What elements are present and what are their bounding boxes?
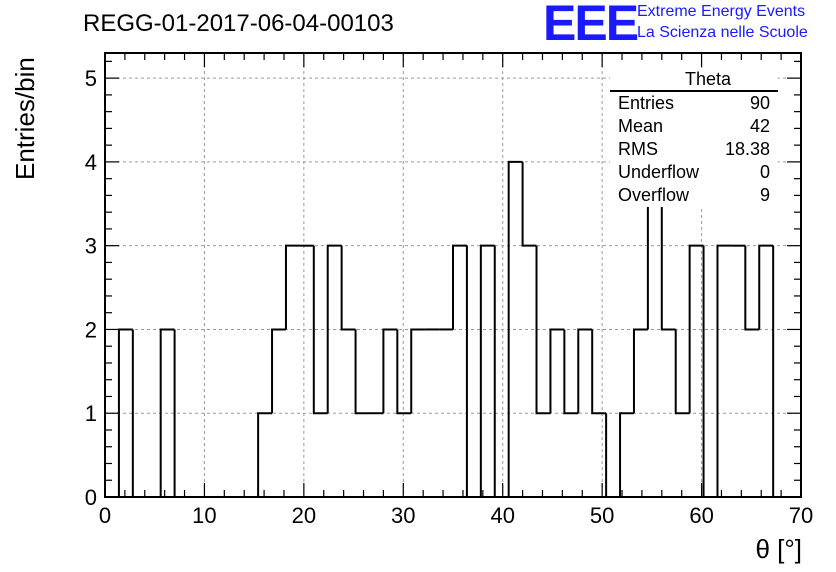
x-axis-label: θ [°] xyxy=(755,534,802,564)
histogram-bin xyxy=(772,245,788,498)
y-axis-label: Entries/bin xyxy=(10,57,40,180)
histogram-bin xyxy=(159,328,175,497)
stats-label: Overflow xyxy=(618,185,690,205)
x-tick-label: 0 xyxy=(99,503,111,528)
histogram-bin xyxy=(577,328,593,414)
histogram-bin xyxy=(173,329,189,498)
histogram-bin xyxy=(744,245,760,331)
axis-frame xyxy=(104,52,802,498)
stats-row-underflow: Underflow 0 xyxy=(610,161,778,184)
histogram-bin xyxy=(521,161,537,247)
histogram-bin xyxy=(284,244,300,330)
stats-label: Underflow xyxy=(618,162,700,182)
histogram-bin xyxy=(688,244,704,414)
histogram-bin xyxy=(605,413,621,498)
histogram-bin xyxy=(410,328,426,414)
histogram-bin xyxy=(549,328,565,414)
histogram-bin xyxy=(674,329,690,415)
tick-layer: 0 10 20 30 40 50 60 70 0 1 2 3 4 5 xyxy=(85,53,813,528)
histogram-bin xyxy=(382,328,398,414)
histogram-bin xyxy=(507,160,523,497)
stats-value: 0 xyxy=(759,162,770,182)
stats-rows: Entries 90 Mean 42 RMS 18.38 Underflow 0 Overflo… xyxy=(610,92,778,207)
y-tick-label: 5 xyxy=(85,66,97,91)
histogram-bin xyxy=(619,412,634,497)
plot-title: REGG-01-2017-06-04-00103 xyxy=(83,10,394,37)
y-tick-label: 4 xyxy=(85,150,97,175)
y-tick-label: 0 xyxy=(85,485,97,510)
histogram-bin xyxy=(758,244,774,330)
stats-value: 42 xyxy=(749,116,770,136)
stats-value: 90 xyxy=(749,93,770,113)
histogram-bin xyxy=(716,244,732,497)
y-tick-label: 2 xyxy=(85,317,97,342)
stats-label: Mean xyxy=(618,116,664,136)
histogram-bin xyxy=(340,245,356,331)
histogram-bin xyxy=(131,329,147,498)
x-tick-label: 40 xyxy=(490,503,514,528)
histogram-bin xyxy=(452,244,467,330)
x-tick-label: 70 xyxy=(789,503,813,528)
stats-row-overflow: Overflow 9 xyxy=(610,184,778,207)
histogram-bin xyxy=(493,245,509,498)
stats-value: 9 xyxy=(759,185,770,205)
x-tick-label: 50 xyxy=(590,503,614,528)
histogram-bin xyxy=(535,245,551,415)
logo-line-2: La Scienza nelle Scuole xyxy=(637,24,808,41)
x-tick-label: 10 xyxy=(192,503,216,528)
histogram-bin xyxy=(591,329,607,415)
logo-line-1: Extreme Energy Events xyxy=(637,3,806,20)
histogram-bin xyxy=(479,244,495,497)
x-tick-label: 30 xyxy=(391,503,415,528)
x-tick-label: 60 xyxy=(689,503,713,528)
histogram-bin xyxy=(326,244,342,414)
stats-row-entries: Entries 90 xyxy=(610,92,778,115)
histogram-bin xyxy=(632,328,648,414)
y-tick-label: 1 xyxy=(85,401,97,426)
stats-label: RMS xyxy=(618,139,658,159)
x-tick-label: 20 xyxy=(292,503,316,528)
y-tick-label: 3 xyxy=(85,234,97,259)
stats-row-mean: Mean 42 xyxy=(610,115,778,138)
histogram-bin xyxy=(563,329,579,415)
stats-title: Theta xyxy=(610,68,778,92)
stats-box: Theta Entries 90 Mean 42 RMS 18.38 Underflow 0 O… xyxy=(610,68,778,207)
histogram-bin xyxy=(396,329,412,415)
stats-row-rms: RMS 18.38 xyxy=(610,138,778,161)
histogram-bin xyxy=(354,329,370,415)
plot-frame xyxy=(104,52,802,498)
histogram-bin xyxy=(465,245,481,498)
stats-label: Entries xyxy=(618,93,675,113)
histogram-bin xyxy=(271,328,286,414)
histogram-bin xyxy=(312,245,328,415)
histogram-bin xyxy=(702,245,718,498)
stats-value: 18.38 xyxy=(724,139,770,159)
histogram-bin xyxy=(257,412,273,497)
eee-logo: EEE xyxy=(543,0,639,51)
